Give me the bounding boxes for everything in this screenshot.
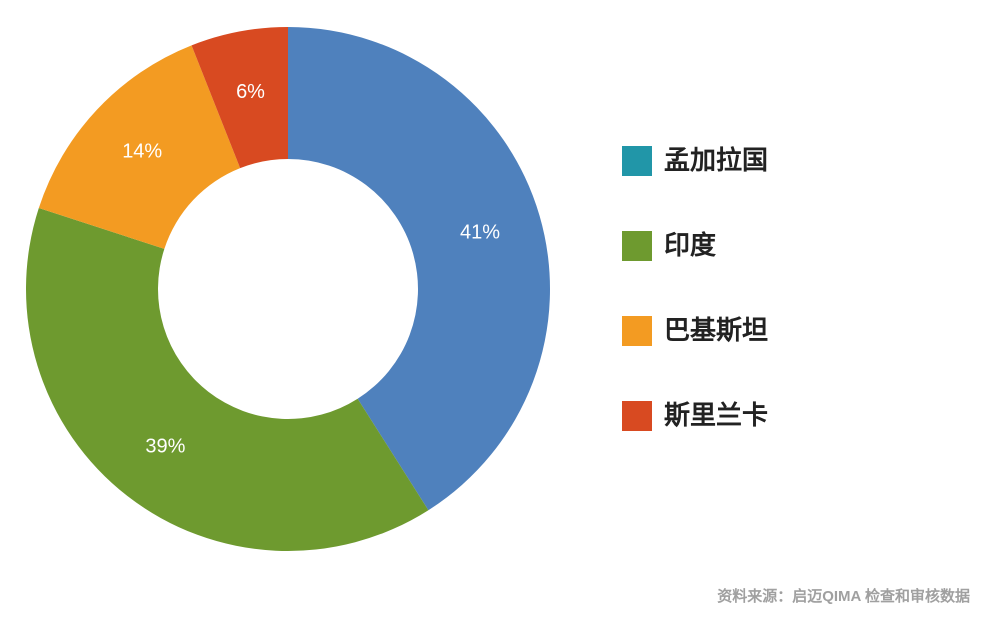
- data-label: 14%: [122, 140, 162, 162]
- slice: [191, 27, 288, 169]
- legend-label: 印度: [664, 230, 716, 260]
- slice: [38, 45, 241, 249]
- slice: [25, 208, 429, 552]
- source-note: 资料来源：启迈QIMA 检查和审核数据: [717, 587, 970, 605]
- data-label: 41%: [460, 221, 500, 243]
- data-label: 6%: [236, 81, 265, 103]
- legend-label: 巴基斯坦: [664, 315, 768, 345]
- legend-swatch: [622, 316, 652, 346]
- legend-swatch: [622, 146, 652, 176]
- legend-label: 孟加拉国: [664, 145, 768, 175]
- legend-swatch: [622, 401, 652, 431]
- slice: [288, 27, 550, 511]
- legend-swatch: [622, 231, 652, 261]
- legend-label: 斯里兰卡: [664, 400, 768, 430]
- data-label: 39%: [145, 435, 185, 457]
